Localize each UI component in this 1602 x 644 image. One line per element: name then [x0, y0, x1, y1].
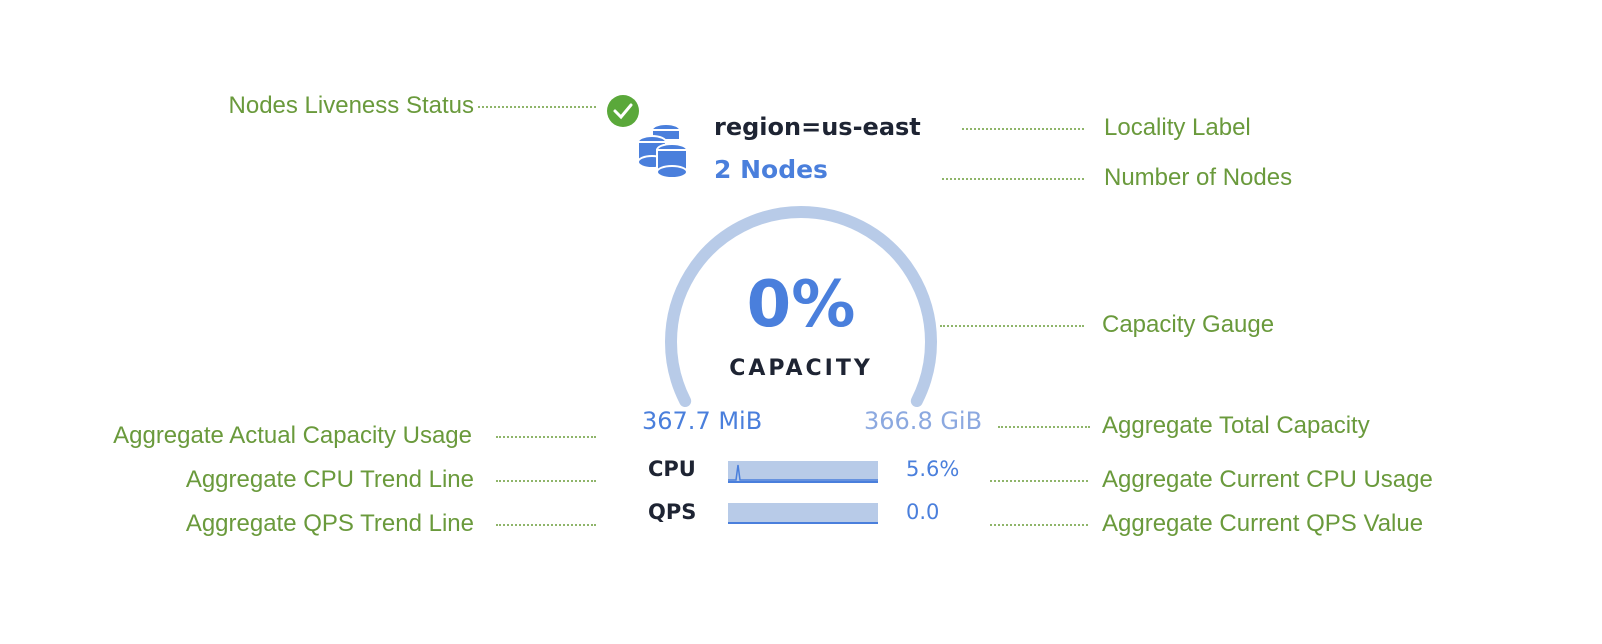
cpu-value: 5.6%	[906, 457, 960, 481]
annotation-gauge: Capacity Gauge	[1102, 311, 1275, 338]
annotation-qps-value: Aggregate Current QPS Value	[1102, 510, 1424, 537]
annotation-total: Aggregate Total Capacity	[1102, 412, 1370, 439]
database-nodes-icon	[637, 123, 688, 179]
capacity-used: 367.7 MiB	[642, 407, 763, 435]
annotation-cpu-trend: Aggregate CPU Trend Line	[185, 466, 474, 493]
annotation-used: Aggregate Actual Capacity Usage	[113, 422, 472, 449]
leader-line	[940, 325, 1084, 327]
capacity-percent: 0%	[746, 268, 856, 342]
capacity-total: 366.8 GiB	[864, 407, 983, 435]
liveness-check-icon	[607, 95, 639, 127]
gauge-track	[665, 206, 937, 408]
capacity-label: CAPACITY	[729, 356, 873, 381]
leader-line	[990, 524, 1088, 526]
qps-trend-line	[728, 503, 878, 524]
leader-line	[942, 178, 1084, 180]
annotation-nodes: Number of Nodes	[1104, 164, 1293, 191]
leader-line	[990, 480, 1088, 482]
cpu-label: CPU	[648, 457, 696, 481]
leader-line	[962, 128, 1084, 130]
leader-line	[496, 436, 596, 438]
leader-line	[998, 426, 1090, 428]
qps-label: QPS	[648, 500, 697, 524]
leader-line	[496, 480, 596, 482]
capacity-gauge	[665, 206, 937, 408]
annotation-locality: Locality Label	[1104, 114, 1251, 141]
locality-label: region=us-east	[714, 113, 921, 141]
annotation-qps-trend: Aggregate QPS Trend Line	[185, 510, 474, 537]
annotation-liveness: Nodes Liveness Status	[228, 92, 474, 119]
node-count[interactable]: 2 Nodes	[714, 155, 828, 184]
qps-value: 0.0	[906, 500, 940, 524]
cpu-trend-line	[728, 461, 878, 483]
leader-line	[478, 106, 596, 108]
annotation-cpu-value: Aggregate Current CPU Usage	[1102, 466, 1433, 493]
leader-line	[496, 524, 596, 526]
